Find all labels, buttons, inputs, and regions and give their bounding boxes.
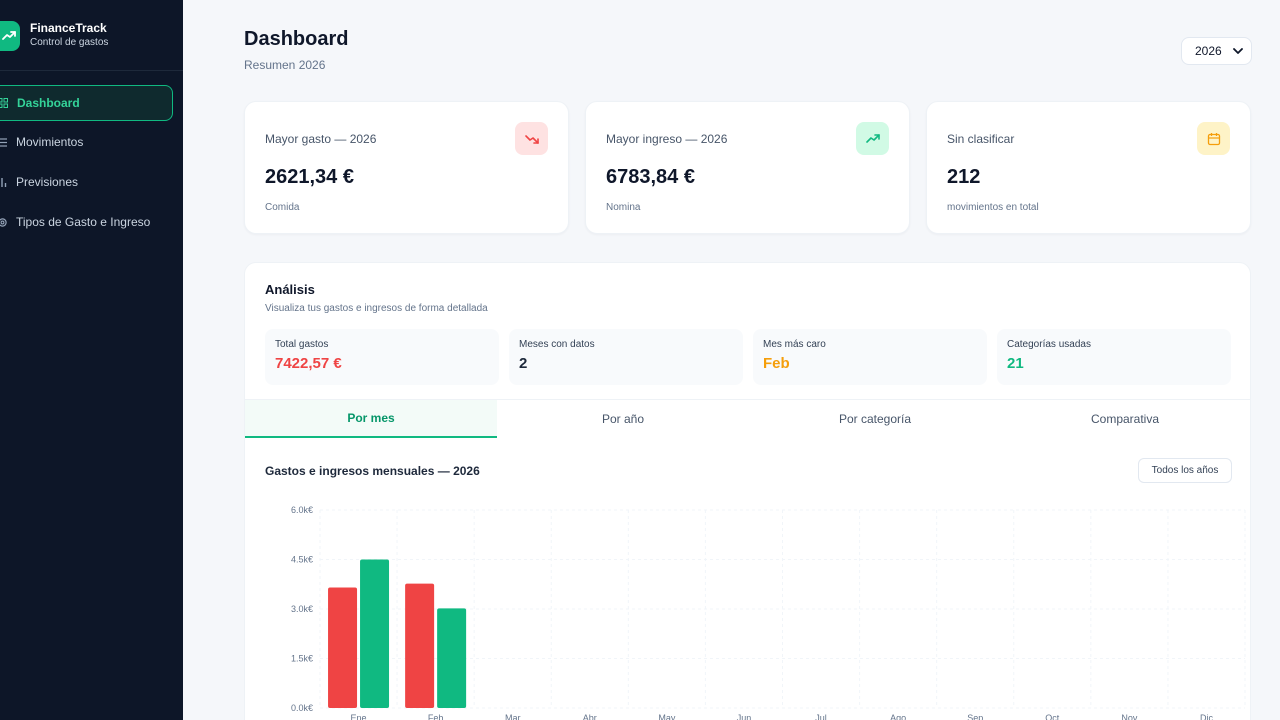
all-years-button[interactable]: Todos los años [1138,458,1232,483]
x-tick-label: Feb [428,713,444,720]
stat-value: 7422,57 € [275,355,342,372]
card-value: 2621,34 € [265,166,354,188]
bar-ene-series-1 [360,559,390,708]
chart-title: Gastos e ingresos mensuales — 2026 [265,464,480,478]
monthly-bar-chart: 0.0k€ 1.5k€ 3.0k€ 4.5k€ 6.0k€ Ene Feb Mar Abr May… [291,505,1246,720]
y-tick-label: 3.0k€ [291,604,313,614]
bar-feb-series-1 [437,608,467,708]
card-sub: Comida [265,202,300,213]
x-tick-label: Ene [351,713,367,720]
app-name: FinanceTrack [30,21,107,35]
analysis-title: Análisis [265,282,315,297]
tab-comparativa[interactable]: Comparativa [1090,412,1160,426]
bar-feb-series-0 [405,583,435,708]
year-select[interactable]: 2026 [1181,37,1252,65]
x-tick-label: Ago [890,713,906,720]
x-tick-label: Sep [967,713,983,720]
stat-value: Feb [763,355,790,372]
stat-total-gastos: Total gastos 7422,57 € [265,329,499,385]
stat-value: 2 [519,355,528,372]
x-tick-label: Abr [583,713,597,720]
page-subtitle: Resumen 2026 [244,58,326,72]
x-tick-label: Mar [505,713,521,720]
card-label: Mayor gasto — 2026 [265,132,377,146]
x-tick-label: May [658,713,676,720]
stat-label: Mes más caro [763,339,826,350]
grid-icon [0,97,9,109]
card-label: Mayor ingreso — 2026 [606,132,728,146]
tab-por-categoria[interactable]: Por categoría [838,412,912,426]
trending-up-icon [856,122,889,155]
calendar-icon [1197,122,1230,155]
x-tick-label: Jun [737,713,752,720]
x-tick-label: Jul [815,713,827,720]
year-select-value: 2026 [1195,44,1222,58]
tabs-divider [245,399,1250,400]
stat-meses-con-datos: Meses con datos 2 [509,329,743,385]
y-tick-label: 0.0k€ [291,703,313,713]
card-mayor-ingreso: Mayor ingreso — 2026 6783,84 € Nomina [585,101,910,234]
card-sub: Nomina [606,202,641,213]
tab-por-mes[interactable]: Por mes [245,400,497,438]
card-mayor-gasto: Mayor gasto — 2026 2621,34 € Comida [244,101,569,234]
bar-ene-series-0 [328,587,358,708]
analysis-panel: Análisis Visualiza tus gastos e ingresos… [244,262,1251,720]
stat-mes-mas-caro: Mes más caro Feb [753,329,987,385]
chevron-down-icon [1233,44,1243,58]
card-value: 6783,84 € [606,166,695,188]
tab-por-ano[interactable]: Por año [601,412,645,426]
sidebar-item-label: Dashboard [17,96,80,110]
x-tick-label: Dic [1200,713,1213,720]
bar-chart-icon [0,176,8,188]
list-icon [0,136,8,148]
y-tick-label: 6.0k€ [291,505,313,515]
analysis-subtitle: Visualiza tus gastos e ingresos de forma… [265,303,488,314]
gear-icon [0,216,8,228]
sidebar-item-previsiones[interactable]: Previsiones [0,164,173,200]
stat-categorias-usadas: Categorías usadas 21 [997,329,1231,385]
sidebar-item-tipos[interactable]: Tipos de Gasto e Ingreso [0,204,173,240]
sidebar-item-movimientos[interactable]: Movimientos [0,124,173,160]
sidebar-item-label: Tipos de Gasto e Ingreso [16,215,151,229]
x-tick-label: Oct [1045,713,1060,720]
trending-down-icon [515,122,548,155]
stat-label: Total gastos [275,339,329,350]
stat-value: 21 [1007,355,1024,372]
card-value: 212 [947,166,981,188]
sidebar-item-dashboard[interactable]: Dashboard [0,85,173,121]
stat-label: Meses con datos [519,339,595,350]
sidebar: FinanceTrack Control de gastos Dashboard… [0,0,183,720]
page-title: Dashboard [244,28,349,50]
card-sin-clasificar: Sin clasificar 212 movimientos en total [926,101,1251,234]
x-tick-label: Nov [1121,713,1138,720]
card-label: Sin clasificar [947,132,1015,146]
card-sub: movimientos en total [947,202,1039,213]
sidebar-item-label: Previsiones [16,175,79,189]
y-tick-label: 1.5k€ [291,654,313,664]
app-subtitle: Control de gastos [30,37,109,48]
logo-icon [0,21,20,51]
brand: FinanceTrack Control de gastos [0,0,183,71]
sidebar-item-label: Movimientos [16,135,84,149]
y-tick-label: 4.5k€ [291,555,313,565]
stat-label: Categorías usadas [1007,339,1091,350]
